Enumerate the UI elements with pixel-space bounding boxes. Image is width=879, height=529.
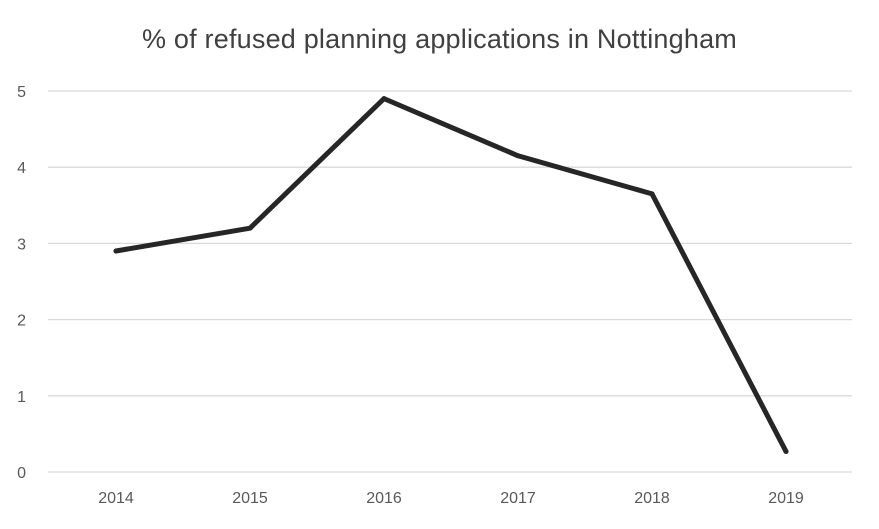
chart-title: % of refused planning applications in No… <box>142 24 737 54</box>
series-layer <box>113 96 789 454</box>
tick-labels: 0 1 2 3 4 5 2014 2015 2016 2017 2018 2019 <box>17 84 804 507</box>
y-tick-label-4: 4 <box>17 160 26 177</box>
x-tick-label-2019: 2019 <box>768 490 804 507</box>
y-tick-label-3: 3 <box>17 236 26 253</box>
data-point-2016 <box>381 96 387 102</box>
data-point-2017 <box>515 153 521 159</box>
x-tick-label-2015: 2015 <box>232 490 268 507</box>
x-tick-label-2018: 2018 <box>634 490 670 507</box>
data-point-2019 <box>783 448 789 454</box>
y-tick-label-0: 0 <box>17 465 26 482</box>
series-line-0 <box>113 96 789 454</box>
x-tick-label-2017: 2017 <box>500 490 536 507</box>
data-point-2015 <box>247 225 253 231</box>
data-point-2014 <box>113 248 119 254</box>
gridlines <box>48 90 852 397</box>
data-point-2018 <box>649 191 655 197</box>
x-tick-label-2014: 2014 <box>98 490 134 507</box>
y-tick-label-5: 5 <box>17 84 26 101</box>
y-tick-label-1: 1 <box>17 389 26 406</box>
y-tick-label-2: 2 <box>17 313 26 330</box>
x-tick-label-2016: 2016 <box>366 490 402 507</box>
